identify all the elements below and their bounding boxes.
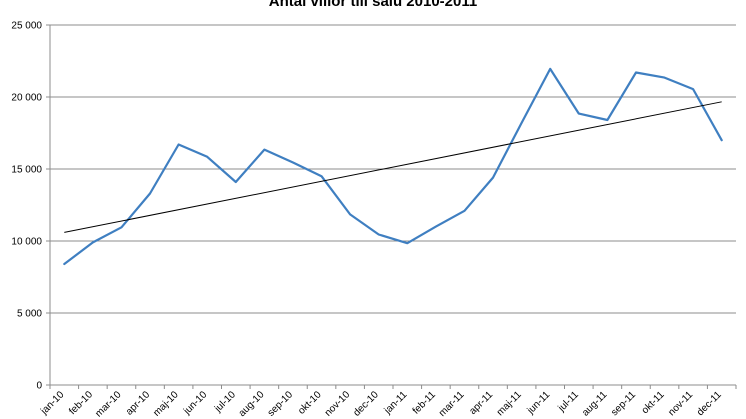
- x-tick-label: aug-11: [580, 389, 610, 419]
- x-tick-label: nov-11: [666, 389, 695, 418]
- x-tick-label: jun-11: [525, 389, 553, 417]
- trendline: [64, 101, 722, 233]
- y-gridlines: [50, 24, 736, 314]
- y-tick-label: 20 000: [11, 93, 42, 104]
- y-tick-label: 0: [36, 381, 42, 392]
- chart-title: Antal villor till salu 2010-2011: [269, 0, 477, 10]
- y-tick-label: 10 000: [11, 237, 42, 248]
- x-tick-label: jul-10: [212, 389, 238, 415]
- y-tick-label: 25 000: [11, 21, 42, 32]
- y-tick-labels: 0 5 000 10 000 15 000 20 000 25 000: [11, 21, 42, 392]
- x-tick-label: aug-10: [237, 389, 267, 419]
- x-tick-label: jan-11: [382, 389, 410, 417]
- x-tick-label: apr-10: [124, 389, 153, 418]
- x-tick-label: feb-10: [67, 389, 95, 417]
- x-tick-label: maj-10: [151, 389, 181, 419]
- series-line: [63, 67, 723, 266]
- x-tick-label: nov-10: [323, 389, 353, 419]
- axes: [46, 24, 737, 389]
- x-tick-label: mar-10: [93, 389, 123, 419]
- x-tick-label: feb-11: [411, 389, 439, 417]
- trendline-layer: [64, 101, 722, 233]
- x-tick-label: maj-11: [495, 389, 524, 418]
- x-tick-label: dec-11: [695, 389, 724, 418]
- x-tick-label: sep-11: [609, 389, 638, 418]
- x-tick-label: jun-10: [181, 389, 209, 417]
- x-tick-label: sep-10: [266, 389, 296, 419]
- series-layer: [63, 67, 723, 266]
- y-tick-label: 5 000: [17, 309, 42, 320]
- x-tick-label: apr-11: [467, 389, 495, 417]
- x-tick-label: mar-11: [437, 389, 467, 419]
- x-tick-label: dec-10: [351, 389, 381, 419]
- x-tick-label: okt-10: [296, 389, 324, 417]
- x-tick-label: jan-10: [38, 389, 66, 417]
- x-tick-label: jul-11: [556, 389, 582, 415]
- y-tick-label: 15 000: [11, 165, 42, 176]
- x-tick-label: okt-11: [640, 389, 667, 416]
